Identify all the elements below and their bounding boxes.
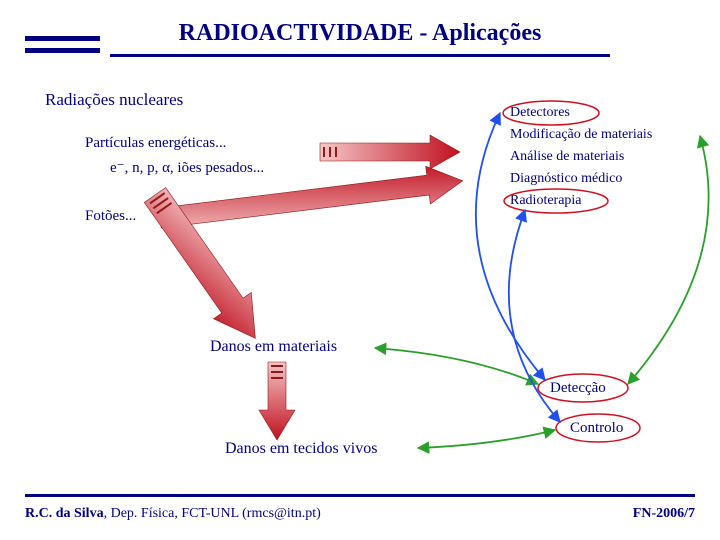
right-l5: Radioterapia bbox=[510, 193, 582, 209]
danos-tecidos: Danos em tecidos vivos bbox=[225, 440, 377, 458]
danos-materiais: Danos em materiais bbox=[210, 338, 337, 356]
controlo-label: Controlo bbox=[570, 420, 623, 437]
footer-left: R.C. da Silva, Dep. Física, FCT-UNL (rmc… bbox=[25, 506, 321, 522]
footer-author: R.C. da Silva bbox=[25, 506, 104, 521]
page-title: RADIOACTIVIDADE - Aplicações bbox=[0, 20, 720, 47]
right-l1: Detectores bbox=[510, 105, 570, 121]
right-l3: Análise de materiais bbox=[510, 149, 624, 165]
diagram-overlay bbox=[0, 0, 720, 540]
link-modif-deteccao bbox=[628, 136, 709, 384]
deteccao-label: Detecção bbox=[550, 380, 606, 397]
arrow-down-to-danos bbox=[136, 182, 274, 352]
right-l4: Diagnóstico médico bbox=[510, 171, 622, 187]
link-tecidos-controlo bbox=[418, 430, 555, 448]
particulas-line2: e⁻, n, p, α, iões pesados... bbox=[110, 158, 264, 177]
arrow-danos-down bbox=[259, 362, 295, 440]
rule-top-1 bbox=[25, 36, 100, 41]
link-danos-deteccao bbox=[375, 348, 538, 384]
subtitle-nucleares: Radiações nucleares bbox=[45, 90, 183, 110]
fotoes-label: Fotões... bbox=[85, 208, 136, 225]
rule-top-2 bbox=[25, 48, 100, 53]
arrow-particulas bbox=[320, 135, 460, 169]
title-underline bbox=[110, 54, 610, 57]
footer-right: FN-2006/7 bbox=[633, 506, 695, 522]
rule-bottom bbox=[25, 494, 695, 497]
particulas-line1: Partículas energéticas... bbox=[85, 135, 226, 152]
footer-affil: , Dep. Física, FCT-UNL (rmcs@itn.pt) bbox=[104, 506, 321, 521]
right-l2: Modificação de materiais bbox=[510, 127, 652, 143]
